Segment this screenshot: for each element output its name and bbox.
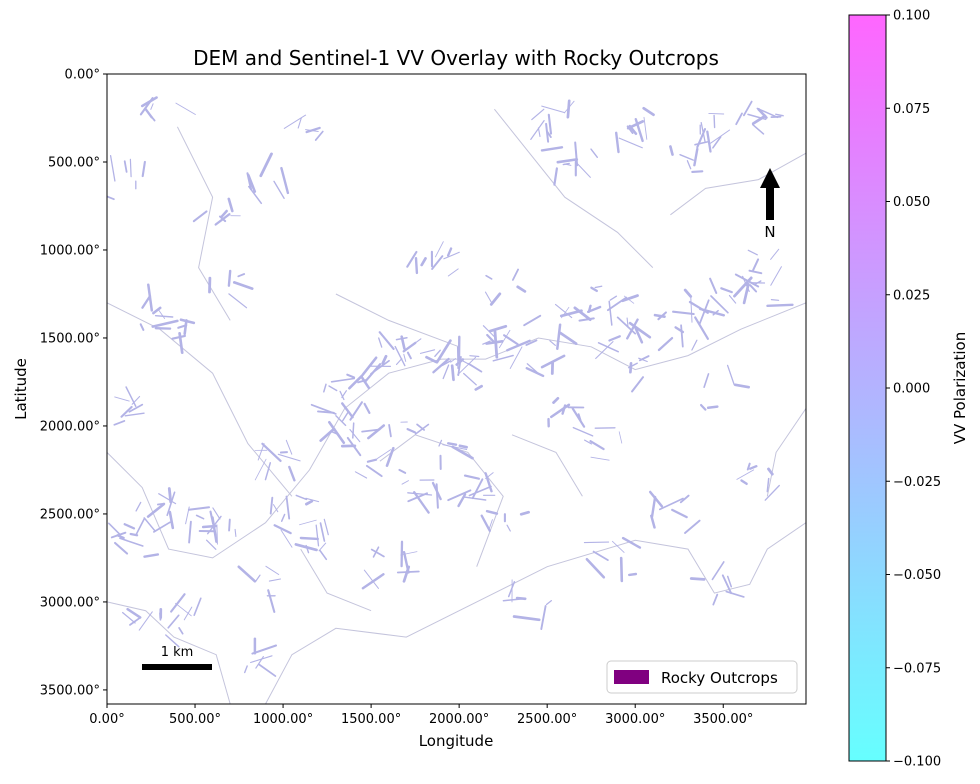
colorbar-tick-label: 0.000 (893, 382, 930, 397)
chart-title: DEM and Sentinel-1 VV Overlay with Rocky… (193, 46, 719, 70)
outcrop-mark (708, 407, 717, 408)
x-tick-label: 500.00° (169, 712, 221, 727)
y-tick-label: 2500.00° (40, 507, 100, 522)
y-axis-label: Latitude (12, 358, 30, 420)
legend-label: Rocky Outcrops (661, 669, 778, 687)
outcrop-mark (629, 574, 636, 575)
outcrop-mark (398, 572, 419, 573)
outcrop-mark (437, 484, 438, 508)
outcrop-mark (771, 300, 778, 301)
outcrop-mark (353, 423, 354, 438)
outcrop-mark (448, 443, 456, 444)
outcrop-mark (589, 306, 591, 312)
north-arrow-shaft (766, 186, 774, 220)
north-label: N (764, 223, 775, 241)
colorbar: 0.100 0.075 0.050 0.025 0.000 −0.025 −0.050 −0.… (849, 9, 969, 770)
colorbar-gradient (849, 15, 886, 761)
outcrop-mark (229, 271, 230, 286)
colorbar-tick-label: −0.075 (893, 661, 941, 676)
y-tick-label: 2000.00° (40, 419, 100, 434)
x-tick-label: 0.00° (89, 712, 124, 727)
colorbar-tick-label: 0.100 (893, 9, 930, 24)
outcrop-mark (203, 526, 216, 527)
outcrop-mark (767, 305, 792, 306)
legend-swatch-rocky-outcrops (614, 670, 649, 684)
y-tick-label: 1500.00° (40, 331, 100, 346)
outcrop-mark (621, 558, 622, 581)
outcrop-mark (630, 363, 631, 372)
x-tick-label: 1000.00° (253, 712, 313, 727)
scale-bar-label: 1 km (161, 645, 194, 660)
y-axis: 0.00° 500.00° 1000.00° 1500.00° 2000.00° 2500… (40, 68, 107, 699)
outcrop-mark (217, 525, 218, 544)
colorbar-tick-label: −0.100 (893, 755, 941, 770)
y-tick-label: 3500.00° (40, 683, 100, 698)
outcrop-mark (130, 159, 131, 176)
outcrop-mark (131, 534, 137, 535)
outcrop-mark (229, 520, 230, 531)
colorbar-tick-label: 0.025 (893, 288, 930, 303)
x-axis-label: Longitude (419, 732, 494, 750)
outcrop-mark (158, 504, 164, 505)
y-tick-label: 500.00° (48, 155, 100, 170)
colorbar-tick-label: 0.075 (893, 102, 930, 117)
outcrop-mark (692, 171, 702, 172)
colorbar-tick-label: 0.050 (893, 195, 930, 210)
colorbar-label: VV Polarization (951, 332, 969, 444)
outcrop-mark (709, 113, 724, 114)
y-tick-label: 0.00° (65, 68, 100, 83)
x-tick-label: 2500.00° (517, 712, 577, 727)
scale-bar-line (142, 664, 212, 670)
x-tick-label: 2000.00° (429, 712, 489, 727)
x-axis: 0.00° 500.00° 1000.00° 1500.00° 2000.00° 2500… (89, 704, 753, 727)
x-tick-label: 3500.00° (693, 712, 753, 727)
legend: Rocky Outcrops (607, 661, 797, 693)
y-tick-label: 1000.00° (40, 243, 100, 258)
y-tick-label: 3000.00° (40, 595, 100, 610)
outcrop-mark (101, 184, 106, 201)
outcrop-mark (416, 258, 417, 273)
outcrop-mark (185, 320, 187, 333)
outcrop-mark (714, 116, 715, 128)
outcrop-mark (495, 332, 497, 358)
x-tick-label: 3000.00° (605, 712, 665, 727)
plot-area (107, 74, 806, 704)
x-tick-label: 1500.00° (341, 712, 401, 727)
outcrop-mark (452, 366, 453, 380)
colorbar-ticks: 0.100 0.075 0.050 0.025 0.000 −0.025 −0.050 −0.… (886, 9, 941, 770)
outcrop-mark (568, 101, 569, 117)
colorbar-tick-label: −0.050 (893, 568, 941, 583)
outcrop-mark (809, 301, 814, 304)
outcrop-mark (691, 579, 704, 580)
outcrop-mark (470, 356, 479, 357)
outcrop-mark (301, 538, 318, 539)
colorbar-tick-label: −0.025 (893, 475, 941, 490)
outcrop-mark (460, 446, 467, 447)
outcrop-mark (584, 542, 608, 543)
